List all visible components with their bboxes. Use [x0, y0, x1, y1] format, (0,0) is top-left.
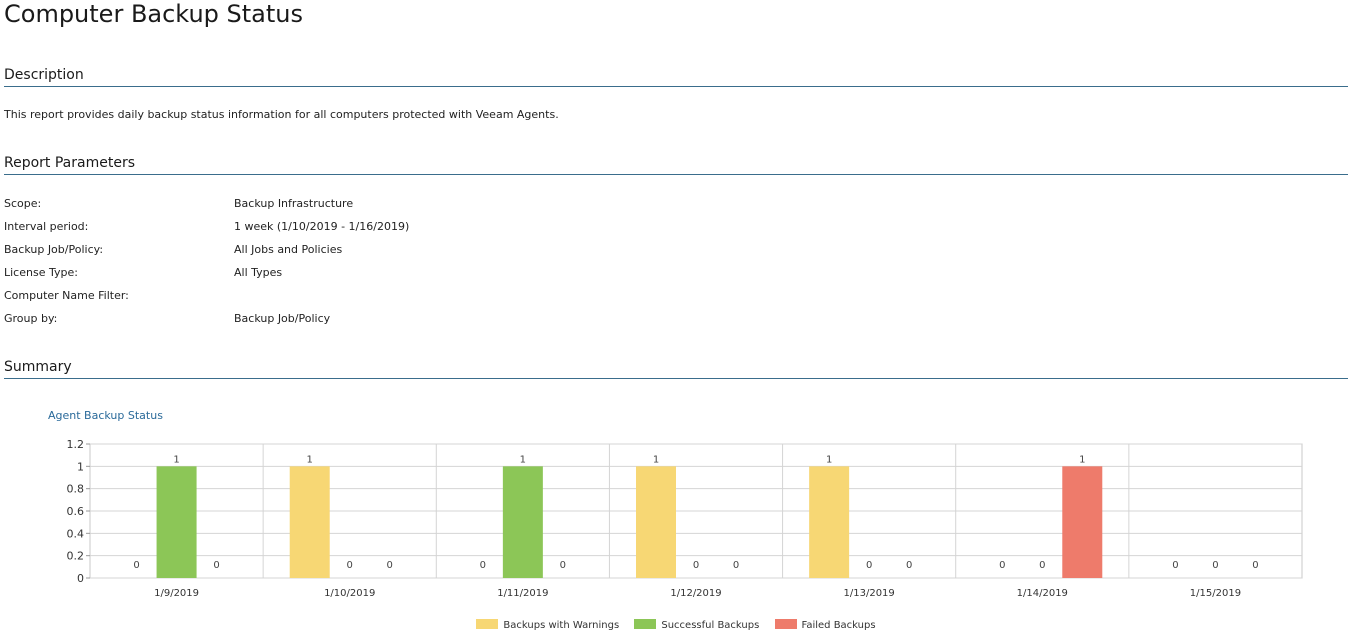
bar	[289, 466, 330, 578]
param-label: Group by:	[4, 312, 58, 325]
bar-value-label: 0	[347, 560, 353, 571]
param-label: Scope:	[4, 197, 42, 210]
x-tick-label: 1/14/2019	[1017, 588, 1068, 599]
chart-legend: Backups with Warnings Successful Backups…	[0, 619, 1352, 631]
legend-item-successful: Successful Backups	[634, 619, 759, 631]
summary-heading: Summary	[4, 359, 72, 375]
bar-value-label: 0	[999, 560, 1005, 571]
chart-title: Agent Backup Status	[48, 409, 163, 422]
bar-value-label: 0	[866, 560, 872, 571]
x-tick-label: 1/9/2019	[154, 588, 199, 599]
legend-item-failed: Failed Backups	[774, 619, 876, 631]
bar	[636, 466, 676, 578]
param-value: 1 week (1/10/2019 - 1/16/2019)	[234, 220, 410, 233]
legend-label: Failed Backups	[801, 620, 876, 631]
param-value: Backup Infrastructure	[234, 197, 354, 210]
bar-value-label: 0	[213, 560, 219, 571]
y-tick-label: 0.2	[67, 550, 85, 563]
summary-section-header: Summary	[4, 356, 1348, 379]
bar-value-label: 0	[733, 560, 739, 571]
page-title: Computer Backup Status	[4, 0, 304, 28]
bar-value-label: 0	[560, 560, 566, 571]
legend-swatch-warnings	[476, 619, 499, 629]
description-section-header: Description	[4, 64, 1348, 87]
y-tick-label: 1	[77, 460, 84, 473]
y-tick-label: 0.6	[67, 505, 85, 518]
bar-value-label: 1	[520, 454, 526, 465]
y-tick-label: 1.2	[67, 438, 85, 451]
bar-value-label: 0	[693, 560, 699, 571]
legend-swatch-successful	[634, 619, 657, 629]
bar-value-label: 0	[1039, 560, 1045, 571]
bar-value-label: 0	[906, 560, 912, 571]
y-tick-label: 0	[77, 572, 84, 585]
parameters-heading: Report Parameters	[4, 155, 135, 171]
legend-label: Backups with Warnings	[503, 620, 620, 631]
bar-value-label: 0	[133, 560, 139, 571]
description-heading: Description	[4, 67, 84, 83]
x-tick-label: 1/12/2019	[670, 588, 721, 599]
parameters-section-header: Report Parameters	[4, 152, 1348, 175]
legend-label: Successful Backups	[661, 620, 760, 631]
bar	[156, 466, 197, 578]
bar-value-label: 1	[826, 454, 832, 465]
bar	[809, 466, 850, 578]
bar-value-label: 0	[1252, 560, 1258, 571]
x-tick-label: 1/10/2019	[324, 588, 375, 599]
param-label: Backup Job/Policy:	[4, 243, 104, 256]
x-tick-label: 1/13/2019	[844, 588, 895, 599]
bar-value-label: 1	[307, 454, 313, 465]
legend-item-warnings: Backups with Warnings	[476, 619, 619, 631]
param-value: All Types	[234, 266, 283, 279]
bar-value-label: 0	[1172, 560, 1178, 571]
y-tick-label: 0.8	[67, 483, 85, 496]
bar-value-label: 0	[480, 560, 486, 571]
bar	[1062, 466, 1103, 578]
agent-backup-status-chart: 0 0.2 0.4 0.6 0.8 1 1.2 0 1 0 1/9/2019 1 0 0 1/10/2019…	[67, 438, 1303, 599]
bar	[502, 466, 543, 578]
legend-swatch-failed	[774, 619, 797, 629]
x-tick-label: 1/11/2019	[497, 588, 548, 599]
bar-value-label: 0	[1212, 560, 1218, 571]
param-value: Backup Job/Policy	[234, 312, 331, 325]
bar-value-label: 0	[387, 560, 393, 571]
bar-value-label: 1	[653, 454, 659, 465]
y-tick-label: 0.4	[67, 527, 85, 540]
bar-value-label: 1	[173, 454, 179, 465]
param-value: All Jobs and Policies	[234, 243, 343, 256]
param-label: Computer Name Filter:	[4, 289, 129, 302]
bar-value-label: 1	[1079, 454, 1085, 465]
param-label: Interval period:	[4, 220, 89, 233]
x-tick-label: 1/15/2019	[1190, 588, 1241, 599]
param-label: License Type:	[4, 266, 78, 279]
description-text: This report provides daily backup status…	[4, 108, 559, 121]
